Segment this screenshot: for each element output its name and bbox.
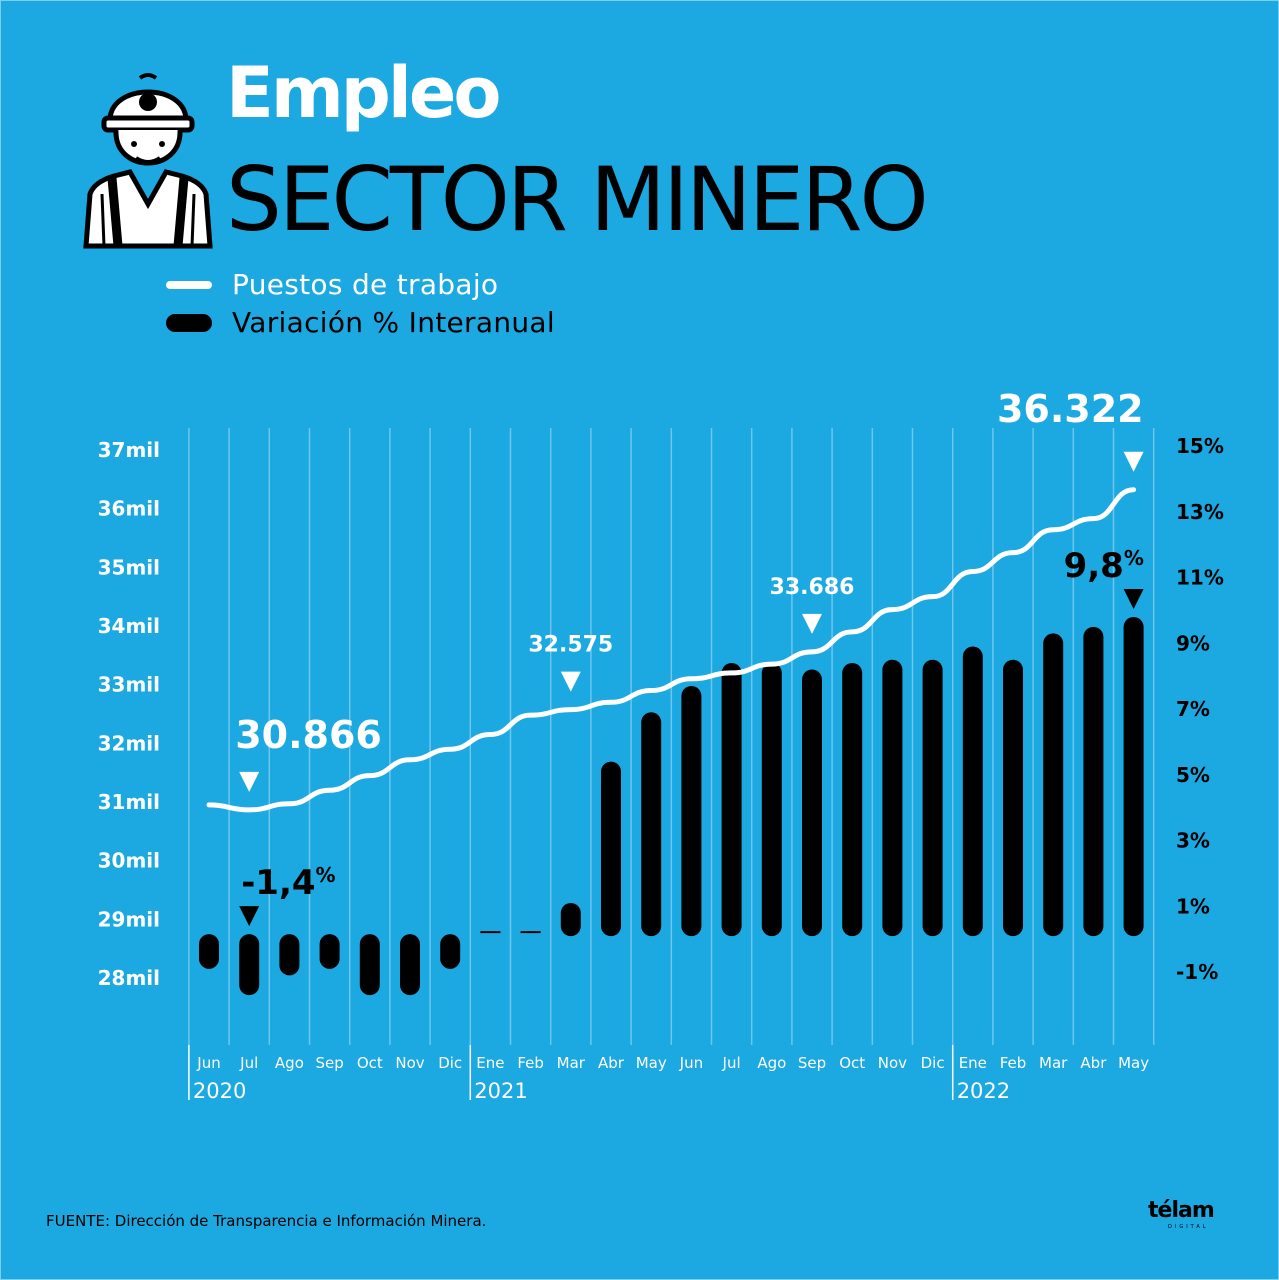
x-tick-label: Jul [239, 1054, 258, 1072]
annotation-marker [239, 771, 260, 792]
y-left-tick-label: 34mil [98, 614, 160, 638]
bar [721, 662, 742, 937]
data-label: 33.686 [770, 575, 855, 600]
bar [239, 934, 260, 996]
logo-tagline: DIGITAL [1168, 1224, 1209, 1230]
annotation-marker [239, 906, 260, 927]
x-tick-label: Jul [722, 1054, 741, 1072]
x-tick-label: Feb [1000, 1054, 1027, 1072]
bar [319, 934, 340, 969]
y-right-tick-label: 11% [1176, 566, 1224, 590]
x-tick-label: May [636, 1054, 667, 1072]
y-right-tick-label: 3% [1176, 829, 1210, 853]
y-left-tick-label: 35mil [98, 555, 160, 579]
y-left-tick-label: 33mil [98, 673, 160, 697]
bar [842, 662, 863, 937]
bar [440, 934, 461, 969]
bar [922, 659, 943, 937]
legend-line-label: Puestos de trabajo [232, 268, 499, 301]
y-right-tick-label: 13% [1176, 500, 1224, 524]
year-label: 2022 [957, 1079, 1010, 1103]
x-tick-label: Dic [438, 1054, 462, 1072]
x-tick-label: Mar [1039, 1054, 1068, 1072]
year-label: 2021 [474, 1079, 527, 1103]
x-tick-label: Ago [275, 1054, 304, 1072]
bar [1083, 626, 1104, 937]
y-right-tick-label: 1% [1176, 894, 1210, 918]
x-tick-label: Jun [196, 1054, 220, 1072]
bar [199, 934, 219, 969]
bar [802, 669, 822, 937]
source-note: FUENTE: Dirección de Transparencia e Inf… [46, 1212, 487, 1230]
x-tick-label: Jun [679, 1054, 703, 1072]
bar [681, 685, 702, 937]
y-right-tick-label: 9% [1176, 631, 1210, 655]
y-left-tick-label: 30mil [98, 849, 160, 873]
y-left-tick-label: 29mil [98, 907, 160, 931]
annotation-marker [560, 671, 581, 692]
legend-line-swatch [166, 281, 212, 289]
x-tick-label: Mar [557, 1054, 586, 1072]
bar [560, 902, 581, 937]
bar [1043, 633, 1064, 937]
legend-bar-label: Variación % Interanual [232, 306, 555, 339]
logo-name: télam [1148, 1198, 1215, 1223]
x-tick-label: Ene [959, 1054, 987, 1072]
y-left-tick-label: 32mil [98, 731, 160, 755]
data-label: 9,8% [1064, 546, 1144, 586]
x-tick-label: Oct [357, 1054, 383, 1072]
y-right-tick-label: -1% [1176, 960, 1218, 984]
x-tick-label: Oct [839, 1054, 865, 1072]
bar [1123, 616, 1144, 937]
page-subtitle: SECTOR MINERO [226, 148, 929, 251]
y-left-tick-label: 37mil [98, 438, 160, 462]
data-label-unit: % [316, 863, 336, 887]
annotation-marker [1123, 451, 1144, 472]
x-tick-label: Dic [921, 1054, 945, 1072]
y-left-tick-label: 31mil [98, 790, 160, 814]
x-tick-label: Abr [1080, 1054, 1107, 1072]
y-right-tick-label: 7% [1176, 697, 1210, 721]
telam-logo: télam DIGITAL [1148, 1198, 1232, 1232]
data-label: -1,4% [241, 863, 335, 903]
legend-bar-swatch [166, 314, 212, 332]
y-left-tick-label: 36mil [98, 497, 160, 521]
data-label: 36.322 [997, 387, 1144, 431]
x-tick-label: Sep [798, 1054, 826, 1072]
x-tick-label: Sep [315, 1054, 343, 1072]
bar [641, 712, 662, 937]
bar [882, 659, 903, 937]
year-label: 2020 [193, 1079, 246, 1103]
bar [279, 934, 300, 976]
bar [962, 646, 983, 937]
bar [359, 934, 380, 996]
series-line [206, 487, 1137, 813]
y-left-tick-label: 28mil [98, 966, 160, 990]
data-label-unit: % [1124, 546, 1144, 570]
page-title: Empleo [226, 52, 501, 134]
x-tick-label: Nov [878, 1054, 907, 1072]
x-tick-label: Ago [757, 1054, 786, 1072]
data-label: 30.866 [235, 713, 382, 757]
x-tick-label: Feb [517, 1054, 544, 1072]
bar [1003, 659, 1023, 937]
x-tick-label: May [1118, 1054, 1149, 1072]
x-tick-label: Abr [598, 1054, 625, 1072]
bar [601, 761, 621, 937]
annotation-marker [802, 613, 822, 634]
y-right-tick-label: 5% [1176, 763, 1210, 787]
x-tick-label: Ene [476, 1054, 504, 1072]
y-right-tick-label: 15% [1176, 434, 1224, 458]
data-label: 32.575 [528, 633, 613, 658]
annotation-marker [1123, 588, 1144, 609]
x-tick-label: Nov [395, 1054, 424, 1072]
bar [761, 662, 782, 937]
bar [400, 934, 420, 996]
miner-icon [83, 73, 213, 249]
